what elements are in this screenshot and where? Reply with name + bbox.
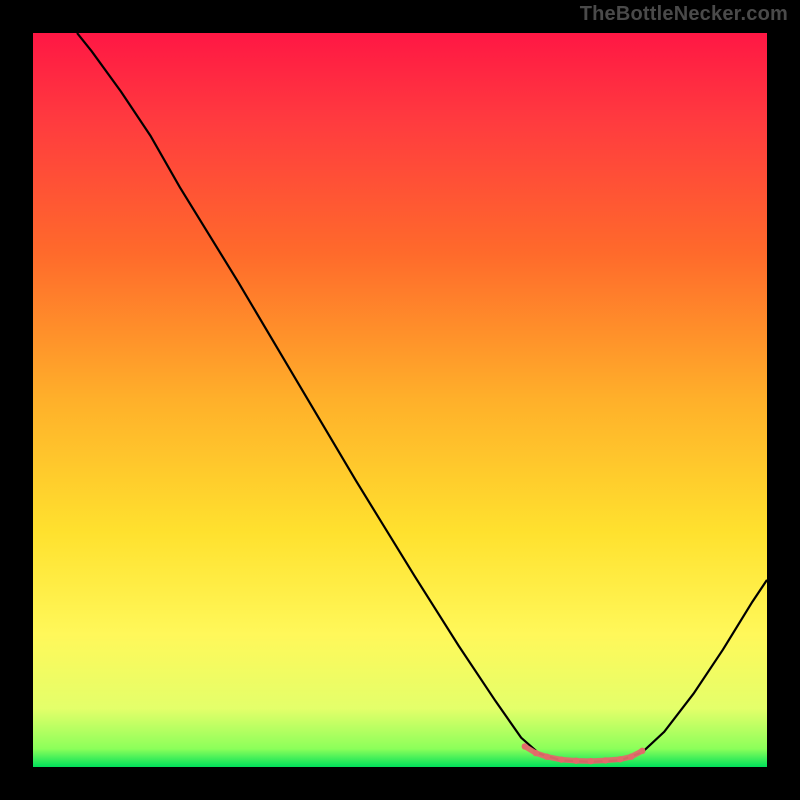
chart-root: TheBottleNecker.com — [0, 0, 800, 800]
band-dot — [558, 756, 564, 762]
band-dot — [533, 750, 539, 756]
band-dot — [617, 756, 623, 762]
band-dot — [573, 758, 579, 764]
band-dot — [522, 743, 528, 749]
band-dot — [628, 754, 634, 760]
chart-background — [33, 33, 767, 767]
chart-svg — [33, 33, 767, 767]
band-dot — [544, 754, 550, 760]
plot-area — [33, 33, 767, 767]
band-dot — [588, 758, 594, 764]
band-dot — [639, 748, 645, 754]
band-dot — [602, 757, 608, 763]
watermark-text: TheBottleNecker.com — [580, 3, 788, 26]
